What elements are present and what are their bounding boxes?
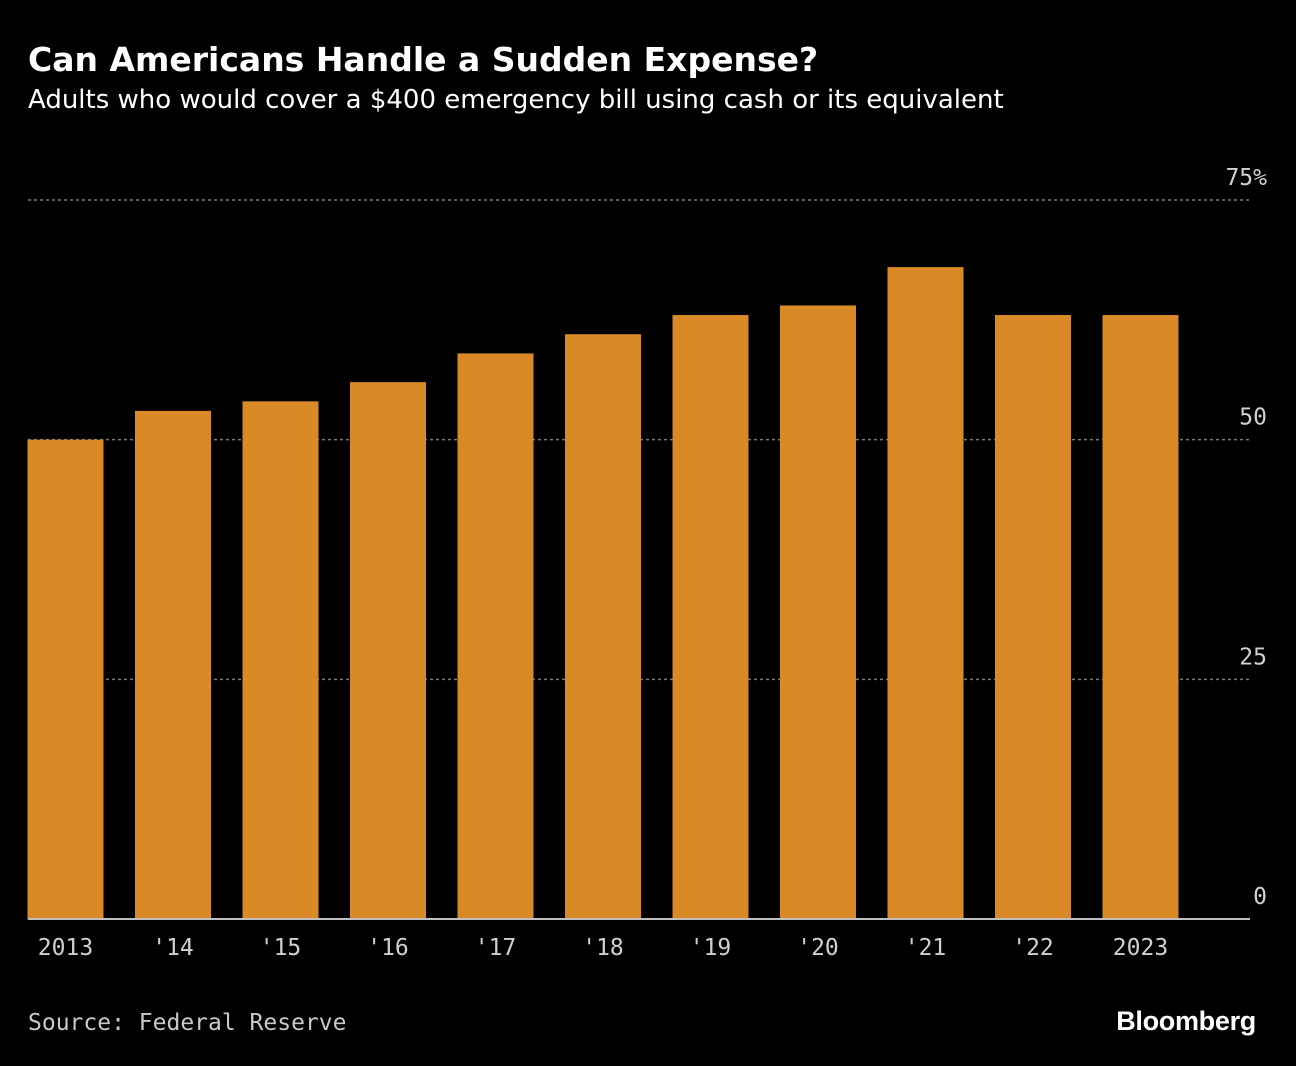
bar-19 [672,315,749,919]
x-tick-label: 2013 [38,935,93,961]
y-tick-label: 50 [1239,405,1267,431]
y-tick-label: 25 [1239,644,1267,670]
bar-14 [135,410,211,919]
bar-21 [887,267,964,919]
bar-2013 [27,439,104,919]
bar-2023 [1102,315,1179,919]
bar-18 [565,334,641,919]
x-tick-label: '22 [1012,935,1054,961]
x-tick-label: '19 [690,935,732,961]
bloomberg-logo: Bloomberg [1116,1006,1256,1036]
bar-16 [350,382,426,919]
chart-subtitle: Adults who would cover a $400 emergency … [28,85,1004,115]
bar-17 [457,353,534,919]
chart-title: Can Americans Handle a Sudden Expense? [28,40,819,79]
y-tick-label: 0 [1253,884,1267,910]
x-tick-label: '18 [582,935,624,961]
x-tick-label: '14 [152,935,194,961]
x-tick-label: '20 [797,935,839,961]
bar-20 [780,305,856,919]
bar-22 [995,315,1071,919]
x-tick-label: '16 [367,935,409,961]
y-axis-ticks: 0 25 50 75% [1225,165,1267,910]
x-tick-label: '21 [905,935,947,961]
x-axis-ticks: 2013 '14 '15 '16 '17 '18 '19 '20 '21 '22 2023 [38,935,1168,961]
bars [27,267,1179,919]
y-tick-label: 75% [1225,165,1267,191]
x-tick-label: '17 [475,935,517,961]
bar-15 [242,401,319,919]
source-note: Source: Federal Reserve [28,1010,347,1036]
x-tick-label: 2023 [1113,935,1168,961]
x-tick-label: '15 [260,935,302,961]
